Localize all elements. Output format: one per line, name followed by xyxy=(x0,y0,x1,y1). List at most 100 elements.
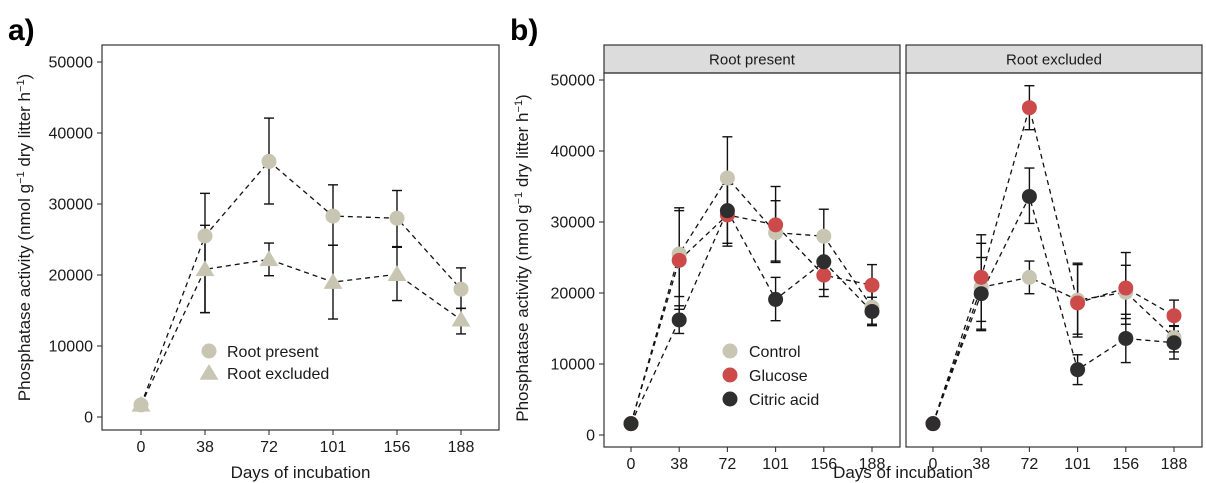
data-point xyxy=(768,217,784,233)
ylabel-part: Phosphatase activity (nmol g xyxy=(15,184,34,401)
x-tick-label: 72 xyxy=(1021,456,1039,473)
x-tick-label: 0 xyxy=(627,456,636,473)
ylabel-part: dry litter h xyxy=(513,112,532,191)
x-tick-label: 101 xyxy=(320,439,347,456)
data-point xyxy=(1166,335,1182,351)
series-line xyxy=(630,176,873,424)
x-tick-label: 156 xyxy=(1112,456,1139,473)
x-tick-label: 38 xyxy=(670,456,688,473)
series-line xyxy=(932,105,1175,424)
data-point xyxy=(259,250,279,267)
y-tick-label: 20000 xyxy=(551,286,596,303)
data-point xyxy=(864,277,880,293)
y-axis-title-a: Phosphatase activity (nmol g−1 dry litte… xyxy=(15,74,34,401)
x-tick-label: 101 xyxy=(1064,456,1091,473)
data-point xyxy=(719,203,735,219)
data-point xyxy=(719,170,735,186)
data-point xyxy=(768,291,784,307)
data-point xyxy=(816,254,832,270)
data-point xyxy=(1070,295,1086,311)
x-tick-label: 156 xyxy=(810,456,837,473)
data-point xyxy=(1021,269,1037,285)
y-tick-label: 30000 xyxy=(49,197,94,214)
x-tick-label: 0 xyxy=(929,456,938,473)
panel-a: 0 38 72 101 156 188 0 10000 20000 30000 40000 50000 xyxy=(49,44,500,456)
data-point xyxy=(816,228,832,244)
data-point xyxy=(323,273,343,289)
data-point xyxy=(1021,100,1037,116)
ylabel-superscript: −1 xyxy=(513,100,525,113)
y-tick-label: 40000 xyxy=(49,126,94,143)
series-line xyxy=(932,194,1175,424)
y-axis-title-b: Phosphatase activity (nmol g−1 dry litte… xyxy=(513,94,532,421)
series-line xyxy=(140,160,462,406)
ylabel-superscript: −1 xyxy=(15,79,27,92)
data-point xyxy=(671,252,687,268)
panel-letter-a: a) xyxy=(8,14,35,47)
x-tick-label: 0 xyxy=(137,439,146,456)
legend-label: Citric acid xyxy=(749,392,819,409)
ylabel-part: dry litter h xyxy=(15,92,34,171)
y-tick-label: 10000 xyxy=(551,357,596,374)
facet-strip xyxy=(603,44,901,74)
x-tick-label: 188 xyxy=(1161,456,1188,473)
data-point xyxy=(1118,280,1134,296)
plot-border xyxy=(101,44,500,431)
data-point xyxy=(389,210,405,226)
ylabel-superscript: −1 xyxy=(15,171,27,184)
x-tick-label: 156 xyxy=(384,439,411,456)
x-tick-label: 38 xyxy=(196,439,214,456)
x-axis-title-b: Days of incubation xyxy=(833,463,973,482)
x-tick-label: 188 xyxy=(859,456,886,473)
ylabel-part: ) xyxy=(513,94,532,100)
series-line xyxy=(630,214,873,424)
y-tick-label: 0 xyxy=(586,428,595,445)
data-point xyxy=(453,281,469,297)
ylabel-part: Phosphatase activity (nmol g xyxy=(513,204,532,421)
panel-b-facet: 0 38 72 101 156 188 xyxy=(905,72,1203,473)
data-point xyxy=(387,265,407,282)
data-point xyxy=(451,310,471,327)
facet-strip-label: Root excluded xyxy=(1006,52,1102,69)
data-point xyxy=(816,267,832,283)
data-point xyxy=(623,416,639,432)
y-tick-label: 40000 xyxy=(551,144,596,161)
y-tick-label: 50000 xyxy=(49,55,94,72)
data-point xyxy=(1118,330,1134,346)
x-axis-title-a: Days of incubation xyxy=(231,463,371,482)
legend-marker xyxy=(722,367,738,383)
data-point xyxy=(197,228,213,244)
legend-label: Root excluded xyxy=(227,366,329,383)
legend-label: Glucose xyxy=(749,368,808,385)
data-point xyxy=(973,269,989,285)
legend-label: Control xyxy=(749,344,801,361)
data-point xyxy=(1166,308,1182,324)
y-tick-label: 50000 xyxy=(551,73,596,90)
y-tick-label: 20000 xyxy=(49,268,94,285)
ylabel-superscript: −1 xyxy=(513,192,525,205)
x-tick-label: 101 xyxy=(762,456,789,473)
y-tick-label: 30000 xyxy=(551,215,596,232)
legend-label: Root present xyxy=(227,344,319,361)
data-point xyxy=(1021,188,1037,204)
data-point xyxy=(195,260,215,277)
y-tick-label: 10000 xyxy=(49,339,94,356)
series-line xyxy=(932,276,1175,424)
legend-marker xyxy=(201,343,217,359)
facet-strip-label: Root present xyxy=(709,52,796,69)
y-tick-label: 0 xyxy=(84,410,93,427)
legend-marker xyxy=(722,343,738,359)
legend-marker xyxy=(199,364,219,380)
plot-border xyxy=(603,72,901,448)
data-point xyxy=(925,416,941,432)
data-point xyxy=(131,395,151,412)
x-tick-label: 72 xyxy=(260,439,278,456)
x-tick-label: 72 xyxy=(719,456,737,473)
data-point xyxy=(671,312,687,328)
legend-marker xyxy=(722,391,738,407)
data-point xyxy=(1070,362,1086,378)
data-point xyxy=(973,286,989,302)
data-point xyxy=(864,303,880,319)
ylabel-part: ) xyxy=(15,74,34,80)
